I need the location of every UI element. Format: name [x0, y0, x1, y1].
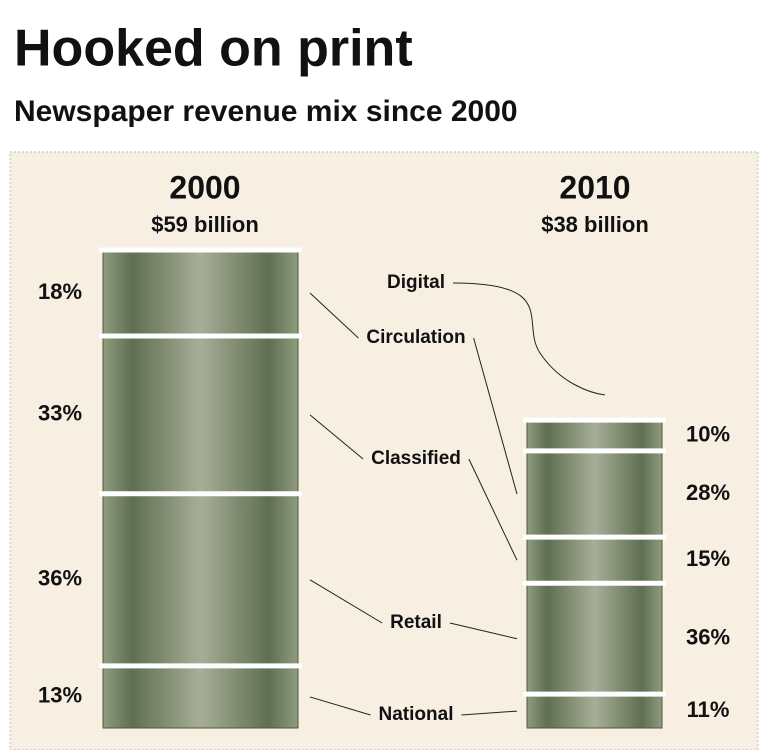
- percent-label: 33%: [38, 401, 82, 426]
- percent-label: 13%: [38, 683, 82, 708]
- year-label: 2000: [169, 169, 240, 205]
- connector: [309, 579, 383, 624]
- bill-segment: [526, 536, 663, 584]
- percent-label: 28%: [686, 480, 730, 505]
- percent-label: 15%: [686, 546, 730, 571]
- connector: [449, 622, 518, 640]
- connector: [309, 292, 359, 339]
- connector: [473, 337, 518, 495]
- series-label: Classified: [371, 448, 461, 469]
- total-label: $59 billion: [151, 212, 259, 237]
- percent-label: 36%: [38, 566, 82, 591]
- series-label: Retail: [390, 612, 442, 633]
- connector: [453, 282, 606, 396]
- bill-segment: [526, 419, 663, 452]
- total-label: $38 billion: [541, 212, 649, 237]
- bill-segment: [102, 665, 299, 729]
- bill-segment: [526, 450, 663, 538]
- bill-segment: [102, 493, 299, 667]
- percent-label: 36%: [686, 625, 730, 650]
- series-label: Circulation: [366, 327, 465, 348]
- bill-segment: [526, 582, 663, 695]
- series-label: National: [379, 704, 454, 725]
- bill-segment: [526, 693, 663, 729]
- connector: [461, 710, 518, 716]
- bill-segment: [102, 335, 299, 495]
- percent-label: 18%: [38, 279, 82, 304]
- percent-label: 11%: [687, 697, 730, 722]
- subtitle: Newspaper revenue mix since 2000: [14, 95, 518, 128]
- connector: [468, 458, 518, 561]
- year-label: 2010: [559, 169, 630, 205]
- series-label: Digital: [387, 272, 445, 293]
- connector: [309, 414, 364, 460]
- bill-segment: [102, 249, 299, 337]
- title: Hooked on print: [14, 20, 413, 78]
- connector: [309, 696, 371, 716]
- percent-label: 10%: [686, 421, 730, 446]
